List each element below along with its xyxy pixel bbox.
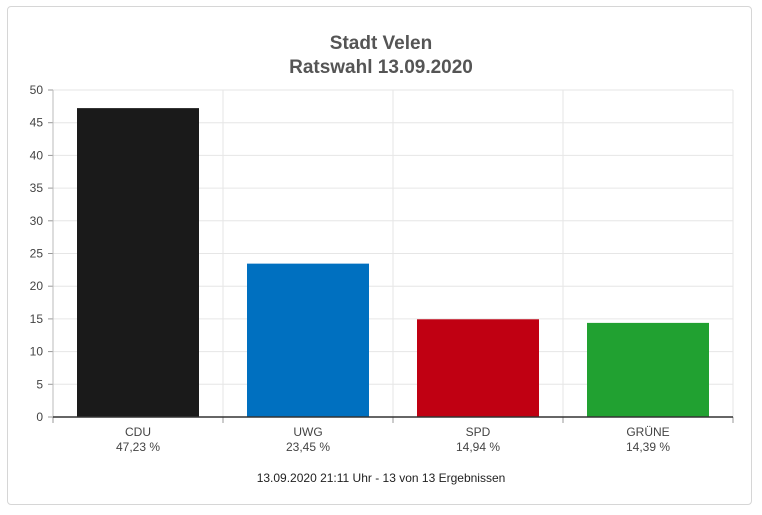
x-category-label: SPD <box>466 425 491 439</box>
x-category-label: CDU <box>125 425 151 439</box>
y-tick-label: 0 <box>36 410 43 424</box>
y-tick-label: 10 <box>30 345 44 359</box>
bar-cdu <box>77 108 199 418</box>
bar-uwg <box>247 263 369 417</box>
bar-value-label: 14,94 % <box>456 440 500 454</box>
bar-grüne <box>587 322 709 417</box>
y-tick-label: 5 <box>36 377 43 391</box>
x-category-label: UWG <box>293 425 322 439</box>
bar-value-label: 23,45 % <box>286 440 330 454</box>
chart-footer: 13.09.2020 21:11 Uhr - 13 von 13 Ergebni… <box>256 471 506 485</box>
y-tick-label: 45 <box>30 116 44 130</box>
chart-subtitle: Ratswahl 13.09.2020 <box>289 57 473 78</box>
bar-value-label: 47,23 % <box>116 440 160 454</box>
x-category-label: GRÜNE <box>626 425 669 439</box>
chart-title: Stadt Velen <box>329 33 433 54</box>
bar-value-label: 14,39 % <box>626 440 670 454</box>
y-tick-label: 20 <box>30 279 44 293</box>
y-tick-label: 25 <box>30 247 44 261</box>
y-tick-label: 50 <box>30 83 44 97</box>
y-tick-label: 15 <box>30 312 44 326</box>
y-tick-label: 30 <box>30 214 44 228</box>
y-tick-label: 35 <box>30 181 44 195</box>
bar-spd <box>417 319 539 417</box>
y-tick-label: 40 <box>30 148 44 162</box>
